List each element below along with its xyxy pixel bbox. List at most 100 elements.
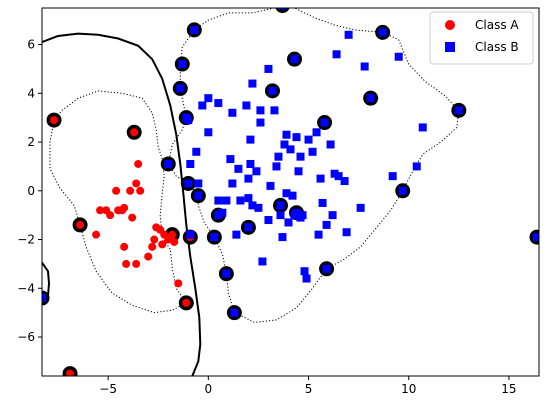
y-axis: −6 −4 −2 0 2 4 6: [17, 38, 42, 344]
y-tick-label: 0: [27, 184, 35, 198]
class-b-point: [322, 220, 331, 229]
class-b-point: [176, 84, 185, 93]
class-a-point: [130, 128, 139, 137]
legend-label-class-a: Class A: [475, 18, 519, 32]
class-b-point: [326, 140, 335, 149]
legend-marker-class-a: [445, 20, 455, 30]
class-b-point: [256, 106, 265, 115]
class-b-point: [282, 130, 291, 139]
class-b-point: [244, 194, 253, 203]
margin-contour-class-a: [49, 90, 187, 314]
class-a-point: [120, 203, 129, 212]
class-b-point: [186, 159, 195, 168]
class-b-point: [314, 230, 323, 239]
class-b-point: [330, 169, 339, 178]
class-b-point: [226, 155, 235, 164]
class-b-point: [334, 172, 343, 181]
class-b-point: [278, 8, 287, 10]
class-b-point: [282, 189, 291, 198]
class-b-point: [214, 196, 223, 205]
class-b-point: [246, 159, 255, 168]
class-b-point: [296, 152, 305, 161]
class-a-point: [128, 213, 137, 222]
class-b-point: [280, 140, 289, 149]
class-b-point: [360, 62, 369, 71]
class-b-point: [412, 162, 421, 171]
class-a-point: [158, 240, 167, 249]
class-b-point: [230, 308, 239, 317]
x-tick-label: 5: [305, 382, 313, 396]
class-b-point: [194, 191, 203, 200]
class-b-point: [294, 167, 303, 176]
class-b-point: [344, 30, 353, 39]
class-a-point: [122, 259, 131, 268]
class-b-point: [272, 162, 281, 171]
class-b-point: [318, 198, 327, 207]
class-b-point: [300, 267, 309, 276]
class-a-point: [112, 186, 121, 195]
class-b-point: [278, 233, 287, 242]
class-b-point: [322, 264, 331, 273]
y-tick-label: −2: [17, 233, 35, 247]
class-b-point: [328, 211, 337, 220]
class-b-point: [232, 230, 241, 239]
legend-marker-class-b: [445, 42, 455, 52]
class-b-point: [218, 208, 227, 217]
plot-area: [42, 8, 539, 376]
class-a-point: [120, 242, 129, 251]
class-b-point: [292, 208, 301, 217]
class-b-point: [356, 203, 365, 212]
class-a-point: [76, 220, 85, 229]
class-b-point: [268, 86, 277, 95]
class-b-point: [532, 233, 539, 242]
class-a-point: [132, 179, 141, 188]
class-a-point: [132, 259, 141, 268]
class-b-point: [292, 133, 301, 142]
class-a-point: [96, 206, 105, 215]
class-a-point: [168, 230, 177, 239]
class-b-point: [194, 179, 203, 188]
margin-contour-class-b: [167, 8, 460, 323]
class-b-point: [214, 99, 223, 108]
support-vector-ring: [275, 8, 290, 14]
class-a-point: [126, 186, 135, 195]
class-b-points: [42, 8, 539, 317]
class-b-point: [302, 274, 311, 283]
class-b-point: [288, 191, 297, 200]
class-b-point: [178, 60, 187, 69]
class-b-point: [228, 108, 237, 117]
legend-box: [429, 11, 534, 65]
class-a-point: [182, 298, 191, 307]
class-b-point: [304, 135, 313, 144]
class-b-point: [244, 223, 253, 232]
class-b-point: [204, 128, 213, 137]
class-b-point: [190, 25, 199, 34]
class-a-point: [174, 279, 183, 288]
class-b-point: [340, 177, 349, 186]
margin-contours: [49, 8, 460, 323]
class-b-point: [418, 123, 427, 132]
class-b-point: [210, 233, 219, 242]
legend: Class A Class B: [429, 11, 534, 65]
class-b-point: [276, 201, 285, 210]
class-a-points: [50, 116, 195, 376]
class-b-point: [214, 211, 223, 220]
class-b-point: [320, 118, 329, 127]
class-b-point: [398, 186, 407, 195]
class-b-point: [312, 128, 321, 137]
class-b-point: [394, 52, 403, 61]
class-a-point: [66, 369, 75, 376]
class-a-point: [170, 237, 179, 246]
class-b-point: [276, 211, 285, 220]
class-b-point: [244, 174, 253, 183]
class-b-point: [248, 79, 257, 88]
class-b-point: [454, 106, 463, 115]
x-tick-label: −5: [99, 382, 117, 396]
class-b-point: [228, 179, 237, 188]
class-b-point: [222, 196, 231, 205]
class-b-point: [186, 230, 195, 239]
class-a-point: [106, 211, 115, 220]
class-a-point: [92, 230, 101, 239]
class-b-point: [308, 147, 317, 156]
